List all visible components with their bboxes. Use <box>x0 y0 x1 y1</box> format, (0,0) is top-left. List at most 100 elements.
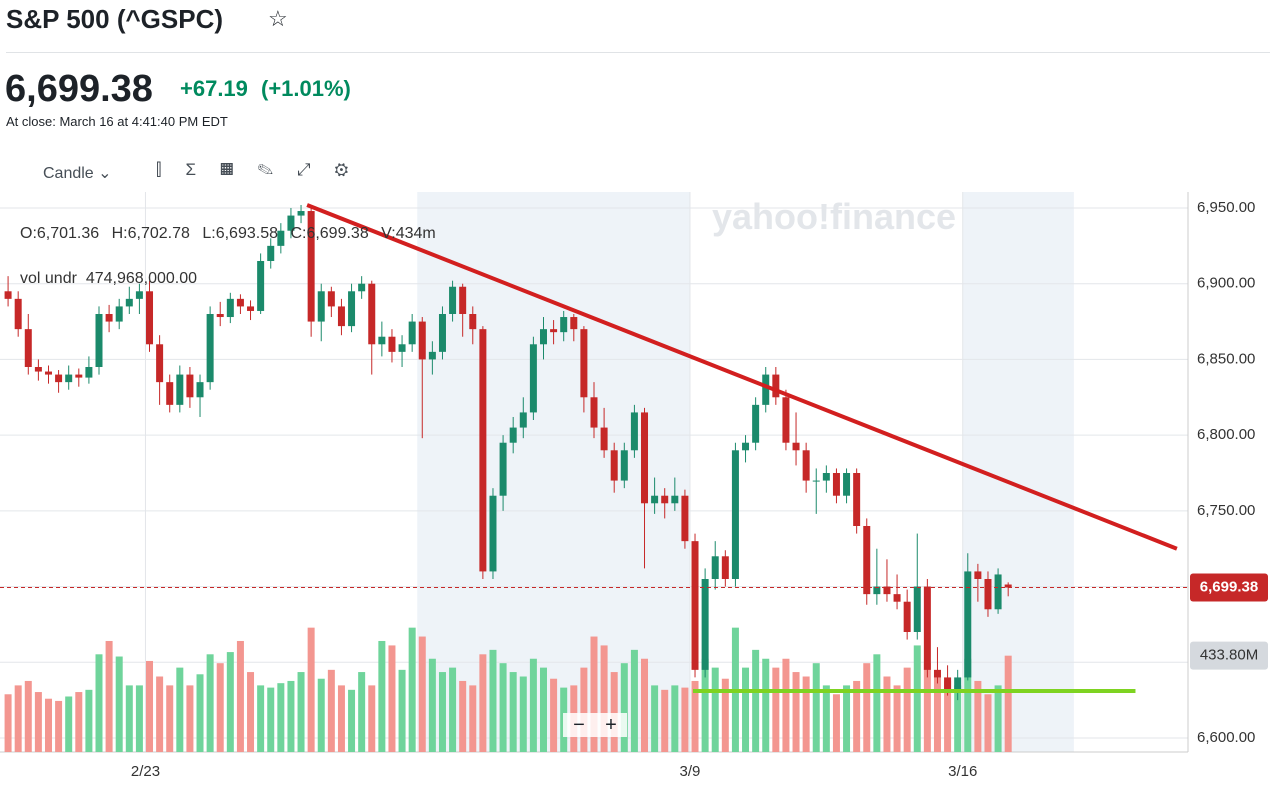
candle-body <box>469 314 477 330</box>
volume-bar <box>135 685 143 752</box>
session-shade <box>962 192 1074 752</box>
volume-bar <box>994 685 1002 752</box>
volume-bar <box>944 680 952 752</box>
volume-bar <box>782 658 790 752</box>
volume-bar <box>277 683 285 752</box>
candle-body <box>95 314 103 367</box>
volume-bar <box>822 685 830 752</box>
candle-body <box>216 314 224 318</box>
candle-body <box>146 291 154 345</box>
volume-bar <box>428 658 436 752</box>
candle-body <box>499 442 507 496</box>
candle-body <box>438 314 446 352</box>
candle-body <box>944 677 952 690</box>
volume-bar <box>731 627 739 752</box>
close-note: At close: March 16 at 4:41:40 PM EDT <box>6 114 228 129</box>
volume-bar <box>418 636 426 752</box>
candle-body <box>135 291 143 299</box>
candle-body <box>206 314 214 383</box>
candle-body <box>348 291 356 327</box>
volume-bar <box>459 680 467 752</box>
candle-body <box>691 541 699 670</box>
volume-bar <box>984 694 992 752</box>
volume-bar <box>14 685 22 752</box>
volume-bar <box>307 627 315 752</box>
candle-body <box>115 306 123 322</box>
y-tick-label: 6,750.00 <box>1197 502 1255 519</box>
volume-bar <box>125 685 133 752</box>
watch-star[interactable]: ☆ <box>268 6 288 31</box>
candle-body <box>721 556 729 579</box>
candle-body <box>994 574 1002 610</box>
volume-bar <box>671 685 679 752</box>
candle-body <box>873 586 881 595</box>
y-tick-label: 6,950.00 <box>1197 199 1255 216</box>
volume-bar <box>903 667 911 752</box>
candle-body <box>489 495 497 572</box>
volume-bar <box>721 678 729 752</box>
candle-body <box>883 586 891 595</box>
candle-body <box>913 586 921 632</box>
candle-body <box>44 371 52 375</box>
volume-bar <box>812 663 820 752</box>
candle-body <box>14 298 22 330</box>
volume-bar <box>651 685 659 752</box>
candle-body <box>176 374 184 405</box>
volume-bar <box>34 692 42 752</box>
volume-bar <box>378 640 386 752</box>
volume-bar <box>469 685 477 752</box>
trend-line <box>306 203 1178 551</box>
zoom-out[interactable]: − <box>573 713 585 736</box>
volume-bar <box>75 692 83 752</box>
candle-body <box>317 291 325 322</box>
candle-body <box>742 442 750 451</box>
volume-bar <box>641 658 649 752</box>
candle-body <box>550 329 558 333</box>
candle-body <box>772 374 780 398</box>
candle-body <box>641 412 649 504</box>
candle-body <box>681 495 689 542</box>
candle-body <box>166 382 174 405</box>
candle-body <box>711 556 719 579</box>
volume-bar <box>388 645 396 752</box>
chart-type-select[interactable]: Candle ⌄ <box>43 165 112 182</box>
volume-bar <box>792 672 800 752</box>
candle-body <box>822 473 830 481</box>
candle-body <box>651 495 659 504</box>
volume-bar <box>964 658 972 752</box>
volume-bar <box>913 645 921 752</box>
candle-body <box>661 495 669 504</box>
volume-bar <box>358 672 366 752</box>
volume-bar <box>449 667 457 752</box>
candle-body <box>843 473 851 496</box>
candle-body <box>196 382 204 398</box>
candle-body <box>459 286 467 314</box>
volume-bar <box>44 698 52 752</box>
candle-body <box>752 404 760 443</box>
candle-body <box>630 412 638 451</box>
ohlc-high: H:6,702.78 <box>111 225 190 242</box>
y-tick-label: 6,850.00 <box>1197 350 1255 367</box>
toolbar-icons[interactable]: ⫿Σ▦✎⤢⚙ <box>156 160 373 179</box>
candle-body <box>792 442 800 451</box>
ohlc-close: C:6,699.38 <box>290 225 369 242</box>
candle-body <box>984 579 992 610</box>
volume-bar <box>95 654 103 752</box>
volume-bar <box>762 658 770 752</box>
volume-bar <box>843 685 851 752</box>
candle-body <box>449 286 457 314</box>
candle-body <box>75 374 83 378</box>
volume-bar <box>226 652 234 752</box>
candle-body <box>620 450 628 481</box>
session-shade <box>417 192 690 752</box>
change-pct: (+1.01%) <box>261 76 351 101</box>
candle-body <box>539 329 547 345</box>
volume-bar <box>176 667 184 752</box>
zoom-in[interactable]: + <box>605 713 617 736</box>
candle-body <box>388 336 396 352</box>
candle-body <box>156 344 164 383</box>
candle-body <box>398 344 406 352</box>
volume-bar <box>519 676 527 752</box>
candle-body <box>964 571 972 678</box>
